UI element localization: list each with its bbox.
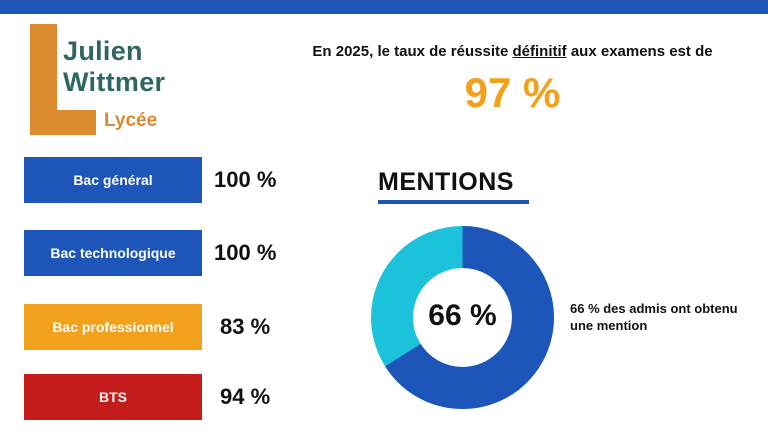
exam-value: 100 %: [214, 240, 277, 265]
exam-label: BTS: [24, 374, 202, 420]
donut-mention-segment: [371, 226, 554, 409]
top-bar: [0, 0, 768, 14]
exam-row-bac-professionnel: Bac professionnel 83 %: [24, 304, 324, 350]
exam-label: Bac professionnel: [24, 304, 202, 350]
exam-row-bac-general: Bac général 100 %: [24, 157, 324, 203]
mentions-donut-chart: [371, 226, 554, 409]
logo-name-last: Wittmer: [63, 67, 166, 97]
mentions-note: 66 % des admis ont obtenu une mention: [570, 301, 738, 333]
exam-label: Bac général: [24, 157, 202, 203]
headline-after: aux examens est de: [566, 43, 713, 60]
donut-percent-label: 66 %: [428, 299, 497, 332]
mentions-underline: [378, 200, 529, 204]
exam-value: 100 %: [214, 167, 277, 192]
exam-label: Bac technologique: [24, 230, 202, 276]
exam-value: 94 %: [220, 384, 271, 409]
overall-success-rate: 97 %: [464, 69, 561, 116]
exam-row-bac-technologique: Bac technologique 100 %: [24, 230, 324, 276]
logo-letter-l-horizontal: [30, 110, 96, 135]
headline-before: En 2025, le taux de réussite: [312, 43, 513, 60]
headline-emphasis: définitif: [512, 43, 567, 60]
exam-value: 83 %: [220, 314, 271, 339]
mentions-title: MENTIONS: [378, 168, 514, 196]
logo-subtitle: Lycée: [104, 110, 158, 131]
headline: En 2025, le taux de réussite définitif a…: [270, 43, 755, 61]
exam-row-bts: BTS 94 %: [24, 374, 324, 420]
school-logo: Julien Wittmer Lycée: [30, 24, 210, 136]
logo-name-first: Julien: [63, 36, 143, 66]
